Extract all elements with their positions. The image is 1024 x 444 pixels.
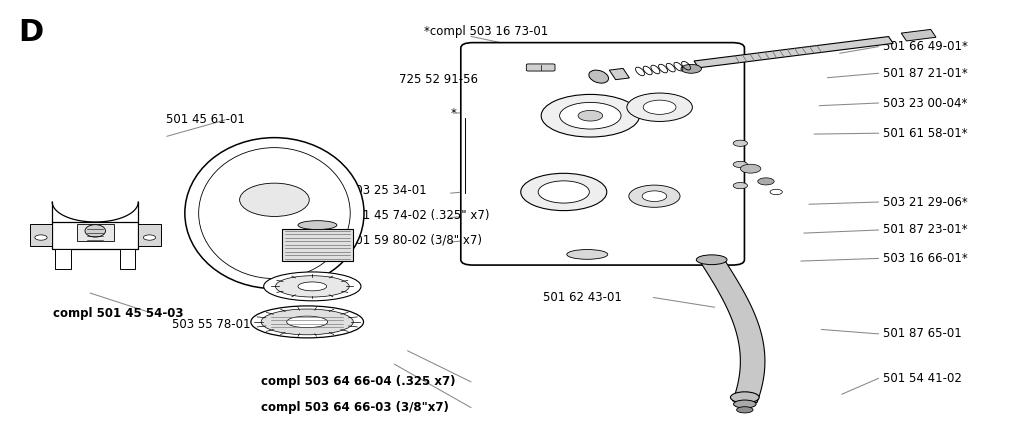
Circle shape [629,185,680,207]
Ellipse shape [298,282,327,291]
Polygon shape [282,229,353,261]
Text: *: * [451,107,457,120]
Text: 503 21 29-06*: 503 21 29-06* [883,195,968,209]
Text: 501 62 43-01: 501 62 43-01 [543,291,622,304]
Text: 503 25 34-01: 503 25 34-01 [348,184,427,198]
Text: compl 501 45 54-03: compl 501 45 54-03 [53,306,183,320]
Circle shape [733,140,748,147]
Ellipse shape [275,276,349,297]
Polygon shape [30,224,52,246]
Ellipse shape [589,70,608,83]
Polygon shape [699,258,765,403]
Circle shape [627,93,692,122]
Text: 501 61 58-01*: 501 61 58-01* [883,127,968,140]
FancyBboxPatch shape [461,43,744,265]
Polygon shape [77,224,114,241]
Text: 501 87 21-01*: 501 87 21-01* [883,67,968,80]
Text: 725 52 91-56: 725 52 91-56 [399,73,478,87]
Text: 501 87 65-01: 501 87 65-01 [883,327,962,341]
Ellipse shape [240,183,309,217]
Polygon shape [55,249,71,269]
Text: D: D [18,18,44,47]
Ellipse shape [567,250,608,259]
Circle shape [642,191,667,202]
Circle shape [758,178,774,185]
Circle shape [521,173,607,210]
Circle shape [770,189,782,194]
Text: 501 45 74-02 (.325" x7): 501 45 74-02 (.325" x7) [348,209,489,222]
Text: 503 16 66-01*: 503 16 66-01* [883,252,968,265]
Polygon shape [901,29,936,41]
Text: *compl 503 16 73-01: *compl 503 16 73-01 [424,24,549,38]
Text: 501 66 49-01*: 501 66 49-01* [883,40,968,53]
Text: 503 23 00-04*: 503 23 00-04* [883,96,967,110]
Ellipse shape [184,138,365,289]
Text: compl 503 64 66-04 (.325 x7): compl 503 64 66-04 (.325 x7) [261,375,456,388]
Circle shape [681,64,701,73]
Ellipse shape [251,306,364,338]
Ellipse shape [736,407,753,413]
Text: 503 55 78-01: 503 55 78-01 [172,317,251,331]
Polygon shape [138,224,161,246]
Ellipse shape [696,255,727,265]
Circle shape [578,111,602,121]
Polygon shape [52,222,138,249]
Ellipse shape [287,316,328,328]
Circle shape [539,181,590,203]
Circle shape [733,161,748,167]
FancyBboxPatch shape [526,64,555,71]
Circle shape [35,235,47,240]
Circle shape [143,235,156,240]
Text: 501 87 23-01*: 501 87 23-01* [883,223,968,237]
Text: compl 503 64 66-03 (3/8"x7): compl 503 64 66-03 (3/8"x7) [261,401,449,414]
Text: 501 45 61-01: 501 45 61-01 [166,113,245,127]
Ellipse shape [298,221,337,230]
Ellipse shape [199,148,350,279]
Polygon shape [694,36,893,68]
Circle shape [733,182,748,189]
Circle shape [541,95,639,137]
Circle shape [643,100,676,115]
Polygon shape [609,68,630,79]
Ellipse shape [264,272,360,301]
Text: 501 54 41-02: 501 54 41-02 [883,372,962,385]
Ellipse shape [733,400,756,408]
Polygon shape [120,249,135,269]
Circle shape [740,164,761,173]
Ellipse shape [730,392,759,403]
Circle shape [559,103,621,129]
Text: 501 59 80-02 (3/8" x7): 501 59 80-02 (3/8" x7) [348,233,482,246]
Ellipse shape [85,225,105,237]
Ellipse shape [261,309,353,335]
